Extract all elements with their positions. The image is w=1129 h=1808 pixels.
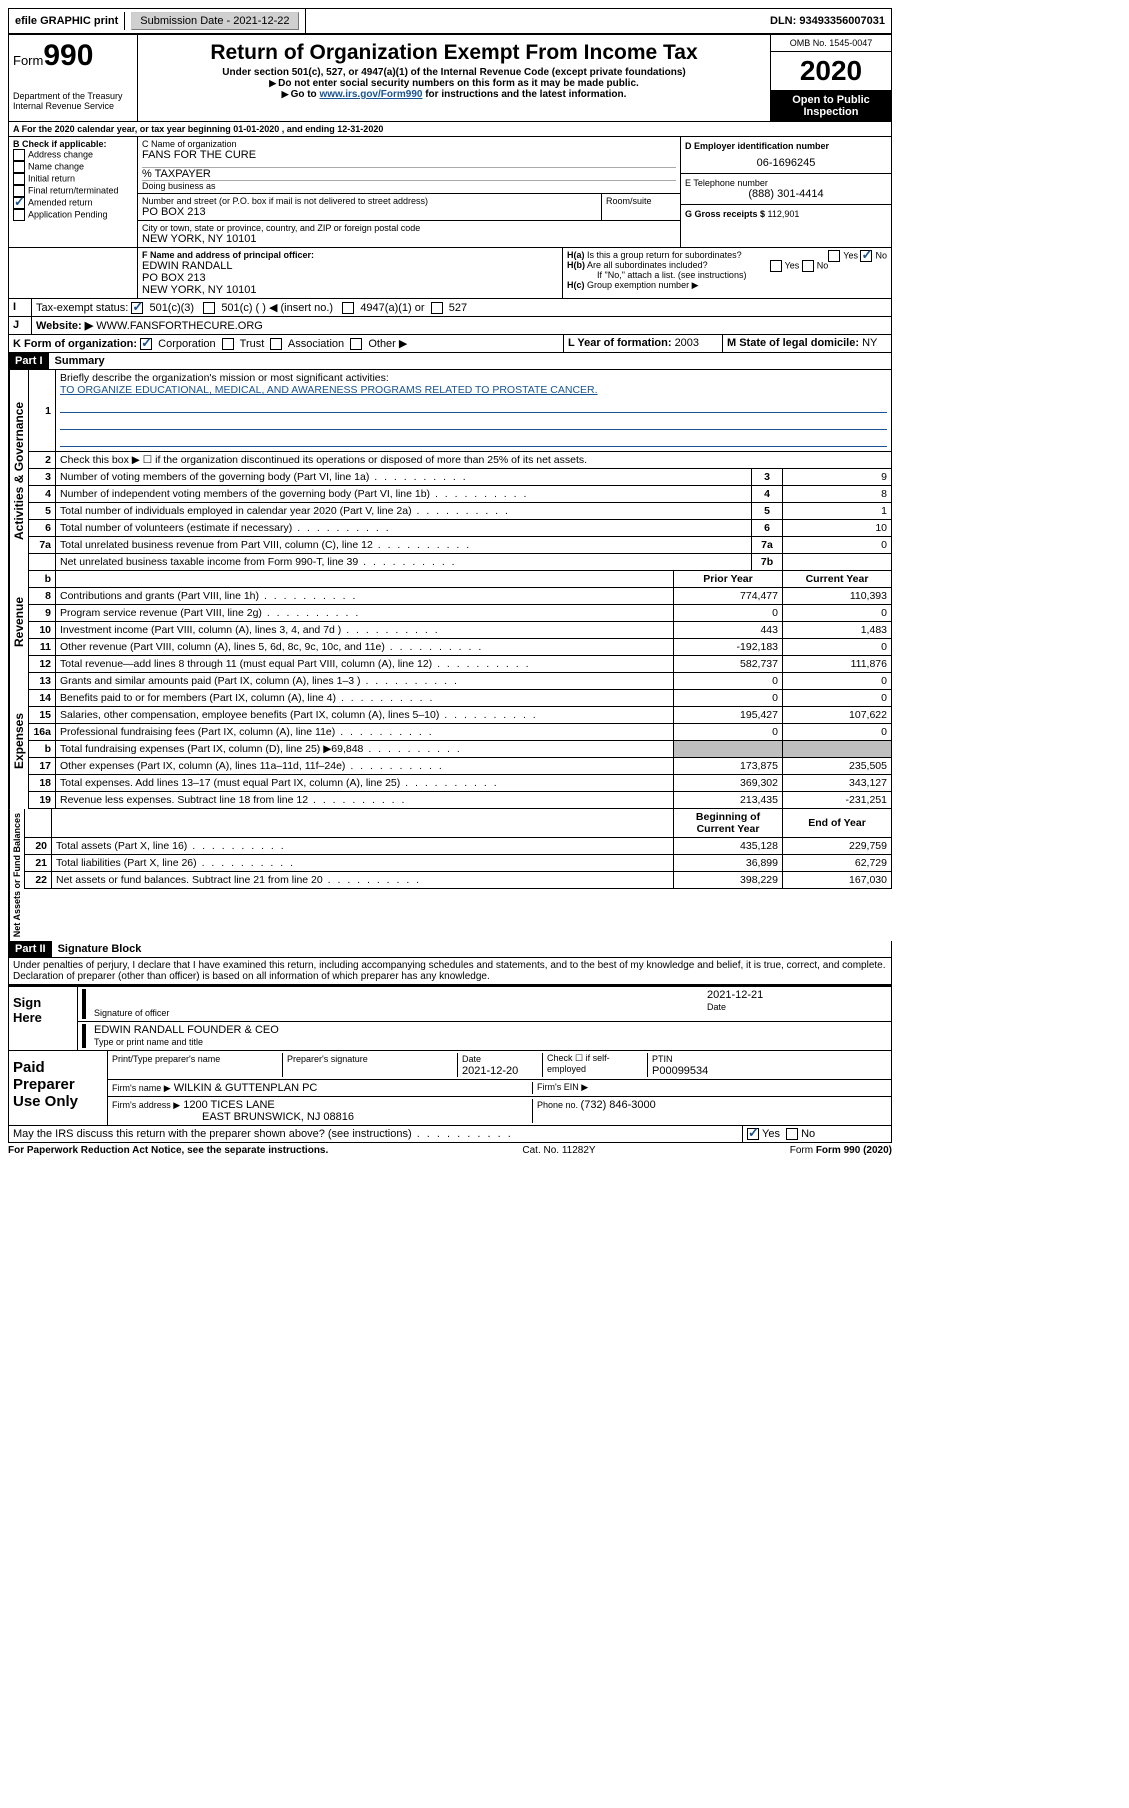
irs-yes-checkbox[interactable]	[747, 1128, 759, 1140]
efile-label: efile GRAPHIC print	[15, 15, 118, 27]
phone: (888) 301-4414	[685, 188, 887, 200]
dln-label: DLN:	[770, 15, 799, 27]
part1-bar: Part I	[9, 353, 49, 369]
ptin: P00099534	[652, 1065, 708, 1077]
part1-title: Summary	[49, 353, 111, 369]
tab-revenue: Revenue	[9, 571, 28, 673]
hb-yes-checkbox[interactable]	[770, 260, 782, 272]
ha-no-checkbox[interactable]	[860, 250, 872, 262]
cat-no: Cat. No. 11282Y	[522, 1145, 595, 1156]
taxpayer: % TAXPAYER	[142, 167, 676, 180]
form-header: Form990 Department of the Treasury Inter…	[8, 35, 892, 122]
pra-notice: For Paperwork Reduction Act Notice, see …	[8, 1145, 328, 1156]
year-formation: 2003	[675, 337, 699, 349]
website: WWW.FANSFORTHECURE.ORG	[96, 320, 263, 332]
top-bar: efile GRAPHIC print Submission Date - 20…	[8, 8, 892, 35]
sig-date: 2021-12-21	[707, 989, 887, 1001]
form-number: 990	[43, 39, 93, 72]
dept-label: Department of the Treasury Internal Reve…	[13, 91, 133, 111]
omb-number: OMB No. 1545-0047	[771, 35, 891, 52]
hb-no-checkbox[interactable]	[802, 260, 814, 272]
mission-text: TO ORGANIZE EDUCATIONAL, MEDICAL, AND AW…	[60, 384, 598, 396]
street: PO BOX 213	[142, 206, 597, 218]
b-checkbox-2[interactable]	[13, 173, 25, 185]
state-domicile: NY	[862, 337, 877, 349]
declaration: Under penalties of perjury, I declare th…	[8, 958, 892, 985]
b-checkbox-5[interactable]	[13, 209, 25, 221]
gross-receipts: 112,901	[768, 209, 800, 219]
form-label: Form	[13, 53, 43, 68]
i-501c3-checkbox[interactable]	[131, 302, 143, 314]
firm-phone: (732) 846-3000	[581, 1099, 656, 1111]
b-checkbox-1[interactable]	[13, 161, 25, 173]
submission-date-button[interactable]: Submission Date - 2021-12-22	[131, 12, 298, 30]
a-period: A	[13, 124, 22, 134]
irs-no-checkbox[interactable]	[786, 1128, 798, 1140]
part2-title: Signature Block	[52, 941, 148, 957]
k-corp-checkbox[interactable]	[140, 338, 152, 350]
officer-title: EDWIN RANDALL FOUNDER & CEO	[94, 1024, 887, 1036]
c-name-label: C Name of organization	[142, 139, 676, 149]
subtitle-2: Do not enter social security numbers on …	[142, 78, 766, 89]
dln-value: 93493356007031	[799, 15, 885, 27]
b-checkbox-0[interactable]	[13, 149, 25, 161]
form-title: Return of Organization Exempt From Incom…	[142, 41, 766, 65]
ha-yes-checkbox[interactable]	[828, 250, 840, 262]
part2-bar: Part II	[9, 941, 52, 957]
tab-expenses: Expenses	[9, 673, 28, 809]
firm-name: WILKIN & GUTTENPLAN PC	[174, 1082, 318, 1094]
b-checkbox-4[interactable]	[13, 197, 25, 209]
subtitle-1: Under section 501(c), 527, or 4947(a)(1)…	[142, 67, 766, 78]
officer-name: EDWIN RANDALL	[142, 260, 558, 272]
org-name: FANS FOR THE CURE	[142, 149, 676, 161]
paid-preparer-label: Paid Preparer Use Only	[9, 1051, 108, 1125]
tax-year: 2020	[771, 52, 891, 91]
tab-netassets: Net Assets or Fund Balances	[9, 809, 24, 941]
dba-label: Doing business as	[142, 180, 676, 191]
open-inspection: Open to Public Inspection	[771, 91, 891, 121]
room-label: Room/suite	[601, 194, 680, 220]
tab-governance: Activities & Governance	[9, 370, 28, 571]
instructions-link[interactable]: www.irs.gov/Form990	[319, 89, 422, 100]
ein: 06-1696245	[685, 157, 887, 169]
form-ref: Form Form 990 (2020)	[790, 1145, 892, 1156]
identity-block: B Check if applicable: Address changeNam…	[8, 137, 892, 248]
b-label: B Check if applicable:	[13, 139, 133, 149]
city: NEW YORK, NY 10101	[142, 233, 676, 245]
sign-here-label: Sign Here	[9, 987, 78, 1050]
